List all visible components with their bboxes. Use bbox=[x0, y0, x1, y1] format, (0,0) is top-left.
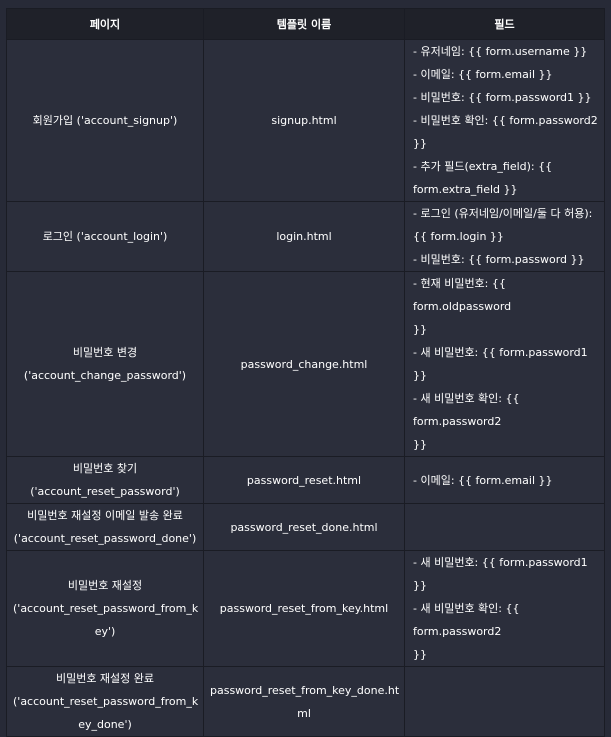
page-cell-line: 비밀번호 재설정 이메일 발송 완료 bbox=[27, 509, 183, 522]
template-cell-line: signup.html bbox=[271, 114, 337, 127]
template-cell: password_change.html bbox=[203, 271, 405, 457]
allauth-template-table: 페이지 템플릿 이름 필드 회원가입 ('account_signup') sig… bbox=[6, 8, 605, 737]
header-fields: 필드 bbox=[404, 8, 605, 40]
page-cell-line: 비밀번호 찾기 bbox=[72, 462, 138, 475]
fields-cell-line: - 새 비밀번호 확인: {{ form.password2 bbox=[413, 392, 520, 428]
page-cell: 비밀번호 변경 ('account_change_password') bbox=[6, 271, 204, 457]
table-container: 페이지 템플릿 이름 필드 회원가입 ('account_signup') sig… bbox=[6, 8, 605, 737]
fields-cell: - 이메일: {{ form.email }} bbox=[404, 456, 605, 504]
fields-cell: - 유저네임: {{ form.username }} - 이메일: {{ for… bbox=[404, 39, 605, 202]
page-cell-line: 회원가입 ('account_signup') bbox=[32, 114, 178, 127]
template-cell-line: ml bbox=[297, 706, 311, 720]
fields-cell bbox=[404, 503, 605, 551]
template-cell-line: login.html bbox=[276, 230, 332, 243]
fields-cell-line: }} bbox=[413, 323, 427, 336]
page-cell-line: 비밀번호 재설정 완료 bbox=[55, 672, 155, 685]
fields-cell-line: - 추가 필드(extra_field): {{ bbox=[413, 160, 553, 173]
page-cell: 비밀번호 재설정 이메일 발송 완료 ('account_reset_passwo… bbox=[6, 503, 204, 551]
fields-cell: - 새 비밀번호: {{ form.password1 }} - 새 비밀번호 확… bbox=[404, 550, 605, 667]
template-cell-line: password_reset_from_key.html bbox=[219, 602, 389, 615]
page-cell-line: ('account_reset_password_done') bbox=[13, 532, 197, 545]
page-cell-line: ('account_reset_password') bbox=[30, 485, 180, 498]
table-row: 회원가입 ('account_signup') signup.html - 유저네임… bbox=[6, 39, 605, 202]
header-template-name: 템플릿 이름 bbox=[203, 8, 405, 40]
fields-cell-line: - 새 비밀번호: {{ form.password1 }} bbox=[413, 346, 588, 382]
page-cell-line: ('account_reset_password_from_k bbox=[13, 602, 199, 615]
fields-cell: - 로그인 (유저네임/이메일/둘 다 허용): {{ form.login }}… bbox=[404, 201, 605, 272]
page-cell-line: ey') bbox=[94, 625, 116, 638]
fields-cell-line: - 유저네임: {{ form.username }} bbox=[413, 45, 588, 58]
fields-cell-line: - 이메일: {{ form.email }} bbox=[413, 68, 553, 81]
page-cell-line: ey_done') bbox=[78, 718, 132, 731]
fields-cell-line: - 새 비밀번호: {{ form.password1 }} bbox=[413, 556, 588, 592]
fields-cell-line: - 새 비밀번호 확인: {{ form.password2 bbox=[413, 602, 520, 638]
page-cell-line: 비밀번호 변경 bbox=[72, 346, 138, 359]
template-cell-line: password_reset_from_key_done.ht bbox=[210, 683, 400, 697]
page-cell-line: ('account_reset_password_from_k bbox=[13, 695, 199, 708]
page-cell: 로그인 ('account_login') bbox=[6, 201, 204, 272]
fields-cell-line: {{ form.login }} bbox=[413, 230, 504, 243]
fields-cell-line: }} bbox=[413, 438, 427, 451]
header-page: 페이지 bbox=[6, 8, 204, 40]
page-cell-line: 로그인 ('account_login') bbox=[42, 230, 168, 243]
table-row: 비밀번호 찾기 ('account_reset_password') passwor… bbox=[6, 456, 605, 504]
fields-cell-line: - 비밀번호 확인: {{ form.password2 }} bbox=[413, 114, 598, 150]
template-cell-line: password_reset.html bbox=[246, 473, 362, 487]
template-cell: password_reset_done.html bbox=[203, 503, 405, 551]
fields-cell-line: form.extra_field }} bbox=[413, 183, 518, 196]
page-cell-line: ('account_change_password') bbox=[23, 369, 187, 382]
table-row: 비밀번호 재설정 완료 ('account_reset_password_from… bbox=[6, 666, 605, 737]
template-cell: login.html bbox=[203, 201, 405, 272]
table-row: 비밀번호 재설정 이메일 발송 완료 ('account_reset_passwo… bbox=[6, 503, 605, 551]
table-row: 로그인 ('account_login') login.html - 로그인 (유저… bbox=[6, 201, 605, 272]
fields-cell-line: - 비밀번호: {{ form.password1 }} bbox=[413, 91, 592, 104]
page-cell: 비밀번호 찾기 ('account_reset_password') bbox=[6, 456, 204, 504]
fields-cell-line: - 현재 비밀번호: {{ form.oldpassword bbox=[413, 277, 512, 313]
template-cell-line: password_reset_done.html bbox=[230, 520, 378, 534]
fields-cell-line: - 비밀번호: {{ form.password }} bbox=[413, 253, 585, 266]
table-row: 비밀번호 변경 ('account_change_password') passwo… bbox=[6, 271, 605, 457]
fields-cell bbox=[404, 666, 605, 737]
template-cell: password_reset_from_key.html bbox=[203, 550, 405, 667]
template-cell-line: password_change.html bbox=[240, 357, 368, 371]
page-cell: 비밀번호 재설정 완료 ('account_reset_password_from… bbox=[6, 666, 204, 737]
fields-cell-line: - 로그인 (유저네임/이메일/둘 다 허용): bbox=[413, 207, 593, 220]
fields-cell: - 현재 비밀번호: {{ form.oldpassword}} - 새 비밀번호… bbox=[404, 271, 605, 457]
template-cell: signup.html bbox=[203, 39, 405, 202]
fields-cell-line: - 이메일: {{ form.email }} bbox=[413, 473, 553, 487]
page-cell: 회원가입 ('account_signup') bbox=[6, 39, 204, 202]
template-cell: password_reset.html bbox=[203, 456, 405, 504]
page-cell-line: 비밀번호 재설정 bbox=[67, 579, 143, 592]
table-header-row: 페이지 템플릿 이름 필드 bbox=[6, 8, 605, 40]
fields-cell-line: }} bbox=[413, 648, 427, 661]
